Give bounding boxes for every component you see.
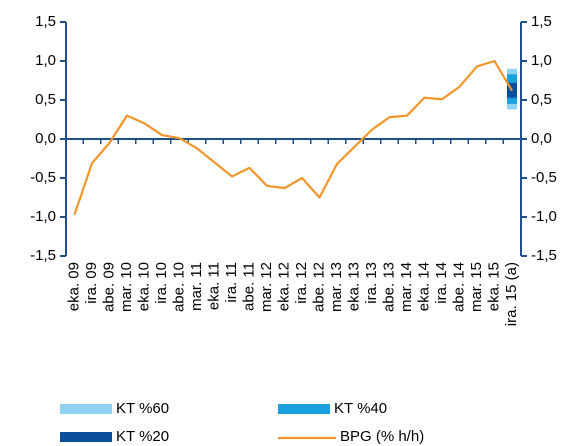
x-tick-label: ira. 12	[293, 262, 310, 304]
legend-label: KT %20	[116, 428, 169, 445]
x-tick-label: ira. 10	[153, 262, 170, 304]
legend-swatch	[278, 404, 330, 414]
y2-tick-label: 1,0	[531, 52, 552, 69]
y-tick-label: -0,5	[30, 169, 56, 186]
legend-label: KT %60	[116, 400, 169, 417]
y2-tick-label: 0,5	[531, 91, 552, 108]
line	[73, 59, 513, 216]
x-tick-label: abe. 14	[450, 262, 467, 312]
x-tick-label: eka. 10	[135, 262, 152, 311]
y-tick-label: 0,5	[35, 91, 56, 108]
y-tick-label: -1,5	[30, 247, 56, 264]
x-tick-label: mar. 13	[328, 262, 345, 312]
x-tick-label: eka. 11	[205, 262, 222, 310]
x-tick-label: mar. 10	[118, 262, 135, 312]
legend-label: BPG (% h/h)	[340, 428, 424, 445]
x-tick-label: mar. 15	[468, 262, 485, 312]
y2-tick-label: -1,0	[531, 208, 557, 225]
y2-tick-label: 1,5	[531, 13, 552, 30]
x-tick-label: abe. 09	[100, 262, 117, 312]
x-tick-label: abe. 10	[170, 262, 187, 312]
x-tick-label: eka. 09	[65, 262, 82, 311]
x-tick-label: abe. 12	[310, 262, 327, 312]
y2-tick-label: -0,5	[531, 169, 557, 186]
x-tick-label: ira. 15 (a)	[503, 262, 520, 326]
x-tick-label: mar. 12	[258, 262, 275, 312]
legend-swatch	[60, 432, 112, 442]
x-tick-label: eka. 15	[485, 262, 502, 311]
x-tick-label: mar. 11	[188, 262, 205, 311]
y-tick-label: -1,0	[30, 208, 56, 225]
x-tick-label: eka. 14	[415, 262, 432, 311]
y-tick-label: 1,0	[35, 52, 56, 69]
y2-tick-label: -1,5	[531, 247, 557, 264]
x-tick-label: abe. 13	[380, 262, 397, 312]
y-tick-label: 0,0	[35, 130, 56, 147]
x-tick-label: ira. 13	[363, 262, 380, 304]
x-tick-label: ira. 11	[223, 262, 240, 303]
x-tick-label: abe. 11	[240, 262, 257, 311]
x-tick-label: ira. 09	[83, 262, 100, 304]
x-tick-label: mar. 14	[398, 262, 415, 312]
legend-swatch	[60, 404, 112, 414]
y-tick-label: 1,5	[35, 13, 56, 30]
x-tick-label: eka. 12	[275, 262, 292, 311]
y2-tick-label: 0,0	[531, 130, 552, 147]
legend-label: KT %40	[334, 400, 387, 417]
x-tick-label: ira. 14	[433, 262, 450, 304]
x-tick-label: eka. 13	[345, 262, 362, 311]
